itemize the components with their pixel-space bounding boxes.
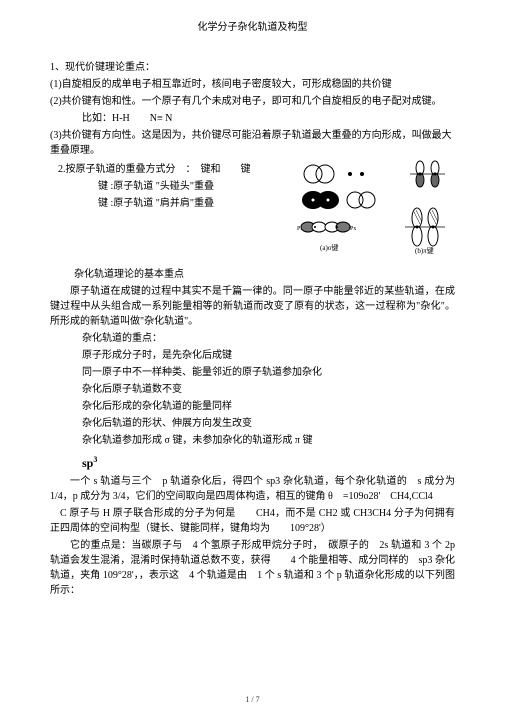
s1-p4b: 键 :原子轨道 "肩并肩"重叠 xyxy=(50,196,289,211)
px-label-right: Px xyxy=(350,226,356,232)
s2-p1: 原子轨道在成键的过程中其实不是千篇一律的。同一原子中能量邻近的某些轨道，在成键过… xyxy=(50,284,455,329)
page-footer: 1 / 7 xyxy=(0,694,505,706)
s2-b4: 杂化后原子轨道数不变 xyxy=(50,382,455,397)
s1-p2b: 比如：H-H N≡ N xyxy=(50,111,455,126)
s2-b7: 杂化轨道参加形成 σ 键，未参加杂化的轨道形成 π 键 xyxy=(50,433,455,448)
s3-p1: 一个 s 轨道与三个 p 轨道杂化后，得四个 sp3 杂化轨道，每个杂化轨道的 … xyxy=(50,474,455,504)
s3-p2: C 原子与 H 原子联合形成的分子为何是 CH4，而不是 CH2 或 CH3CH… xyxy=(50,506,455,536)
document-title: 化学分子杂化轨道及构型 xyxy=(50,20,455,35)
s2-b5: 杂化后形成的杂化轨道的能量同样 xyxy=(50,399,455,414)
s3-p3: 它的重点是：当碳原子与 4 个氢原子形成甲烷分子时， 碳原子的 2s 轨道和 3… xyxy=(50,538,455,598)
s2-b2: 原子形成分子时，是先杂化后成键 xyxy=(50,348,455,363)
diagram-label-a: (a)σ键 xyxy=(320,243,339,252)
s2-b6: 杂化后轨道的形状、伸展方向发生改变 xyxy=(50,416,455,431)
s1-p3: (3)共价键有方向性。这是因为，共价键尽可能沿着原子轨道最大重叠的方向形成，叫做… xyxy=(50,128,455,158)
s1-p4a: 键 :原子轨道 "头碰头"重叠 xyxy=(50,179,289,194)
s2-b3: 同一原子中不一样种类、能量邻近的原子轨道参加杂化 xyxy=(50,365,455,380)
s1-p1: (1)自旋相反的成单电子相互靠近时，核间电子密度较大，可形成稳固的共价键 xyxy=(50,77,455,92)
sp3-heading: sp3 xyxy=(50,454,455,472)
section2-heading: 杂化轨道理论的基本重点 xyxy=(50,267,455,282)
diagram-label-b: (b)π键 xyxy=(415,246,434,255)
s1-p2: (2)共价键有饱和性。一个原子有几个未成对电子，即可和几个自旋相反的电子配对成键… xyxy=(50,94,455,109)
orbital-diagram: Px Px (a)σ键 xyxy=(295,160,455,255)
s1-p4: 2.按原子轨道的重叠方式分 ： 键和 键 xyxy=(50,162,289,177)
section1-heading: 1、现代价键理论重点： xyxy=(50,60,455,75)
s2-b1: 杂化轨道的重点： xyxy=(50,331,455,346)
